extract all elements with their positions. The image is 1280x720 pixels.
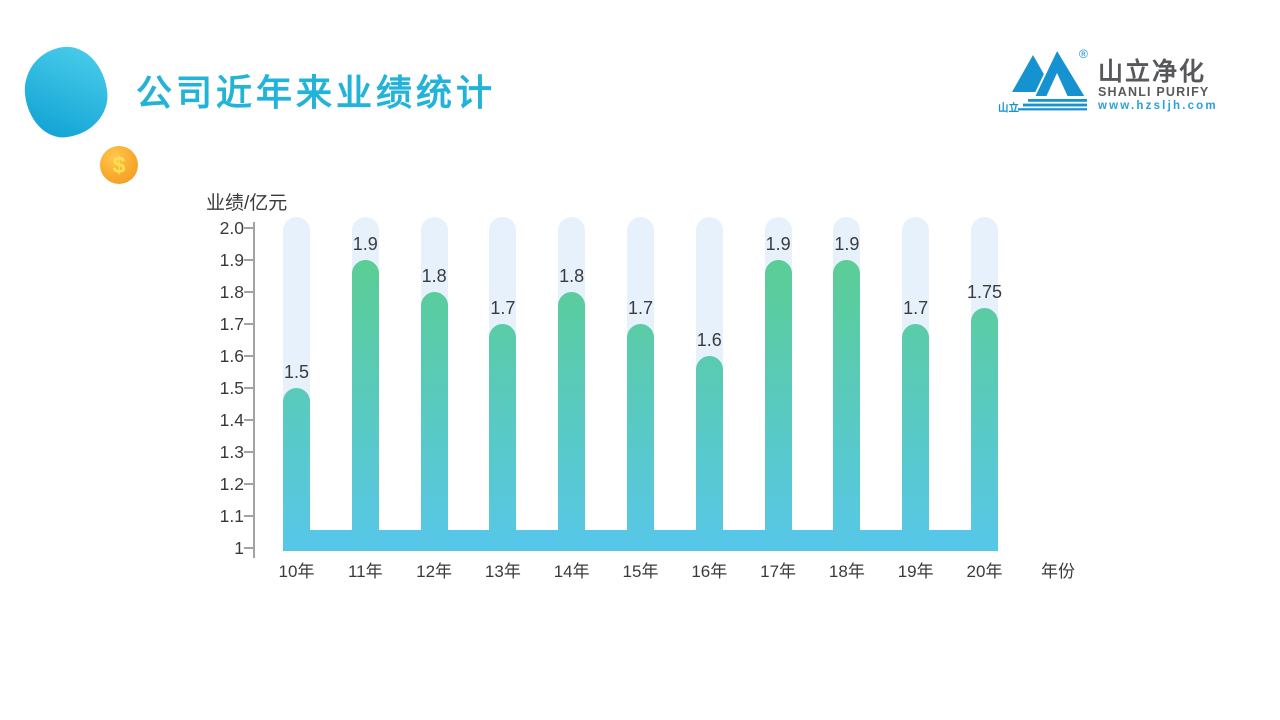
- y-tick-label: 1.9: [219, 250, 244, 270]
- x-tick-label: 10年: [278, 562, 315, 581]
- x-tick-label: 14年: [553, 562, 590, 581]
- bar-value-label: 1.9: [352, 234, 378, 254]
- y-tick-label: 1.6: [219, 346, 244, 366]
- x-tick-label: 11年: [347, 562, 383, 581]
- y-tick-label: 1.8: [219, 282, 244, 302]
- y-axis-tick: [243, 483, 254, 485]
- company-logo: ® 山立 山立净化 SHANLI PURIFY www.hzsljh.com: [998, 44, 1258, 116]
- mountain-logo-icon: ® 山立: [998, 46, 1088, 114]
- bar: [695, 356, 723, 551]
- bar: [489, 324, 517, 551]
- x-tick-label: 19年: [897, 562, 934, 581]
- logo-website: www.hzsljh.com: [1098, 100, 1218, 112]
- y-axis-tick: [243, 515, 254, 517]
- y-axis-tick: [243, 323, 254, 325]
- slide-title: 公司近年来业绩统计: [136, 72, 497, 113]
- logo-company-name-cn: 山立净化: [1098, 58, 1207, 86]
- logo-mark-text: 山立: [998, 101, 1019, 114]
- x-tick-label: 20年: [966, 562, 1003, 581]
- y-axis-tick: [243, 547, 254, 549]
- y-axis-tick: [243, 227, 254, 229]
- bar-value-label: 1.6: [696, 330, 722, 350]
- bar-value-label: 1.7: [490, 298, 516, 318]
- bar: [902, 324, 930, 551]
- x-tick-label: 17年: [760, 562, 797, 581]
- bar-value-label: 1.8: [559, 266, 585, 286]
- y-axis-tick: [243, 387, 254, 389]
- y-axis-tick: [243, 259, 254, 261]
- bar: [558, 292, 586, 551]
- bar: [971, 308, 998, 551]
- y-tick-label: 1.5: [219, 378, 244, 398]
- bar-value-label: 1.9: [834, 234, 860, 254]
- y-axis-tick: [243, 451, 254, 453]
- bar: [420, 292, 448, 551]
- x-axis-title: 年份: [1041, 562, 1075, 581]
- y-tick-label: 1: [234, 538, 244, 558]
- registered-mark: ®: [1079, 47, 1088, 61]
- bar: [351, 260, 379, 551]
- coin-icon: $: [100, 146, 138, 184]
- y-tick-label: 2.0: [219, 218, 244, 238]
- bar: [833, 260, 861, 551]
- bar: [764, 260, 792, 551]
- y-axis-tick: [243, 355, 254, 357]
- x-tick-label: 16年: [691, 562, 728, 581]
- x-tick-label: 18年: [828, 562, 865, 581]
- bar: [627, 324, 654, 551]
- y-tick-label: 1.7: [219, 314, 244, 334]
- x-tick-label: 15年: [622, 562, 659, 581]
- y-tick-label: 1.2: [219, 474, 244, 494]
- y-tick-label: 1.3: [219, 442, 244, 462]
- dollar-symbol: $: [112, 151, 126, 178]
- bar-value-label: 1.8: [421, 266, 447, 286]
- logo-text-block: 山立净化 SHANLI PURIFY www.hzsljh.com: [1098, 58, 1258, 113]
- y-axis-tick: [243, 291, 254, 293]
- logo-company-name-en: SHANLI PURIFY: [1098, 85, 1210, 99]
- bar-value-label: 1.9: [765, 234, 791, 254]
- y-tick-label: 1.1: [219, 506, 244, 526]
- x-tick-label: 12年: [416, 562, 453, 581]
- y-tick-label: 1.4: [219, 410, 244, 430]
- bar-value-label: 1.7: [627, 298, 654, 318]
- y-axis-title: 业绩/亿元: [206, 193, 288, 214]
- bar-value-label: 1.7: [903, 298, 929, 318]
- bar-value-label: 1.5: [283, 362, 310, 382]
- x-tick-label: 13年: [484, 562, 521, 581]
- y-axis-line: [253, 222, 255, 558]
- bar: [283, 388, 310, 551]
- bar-value-label: 1.75: [966, 282, 1003, 302]
- y-axis-tick: [243, 419, 254, 421]
